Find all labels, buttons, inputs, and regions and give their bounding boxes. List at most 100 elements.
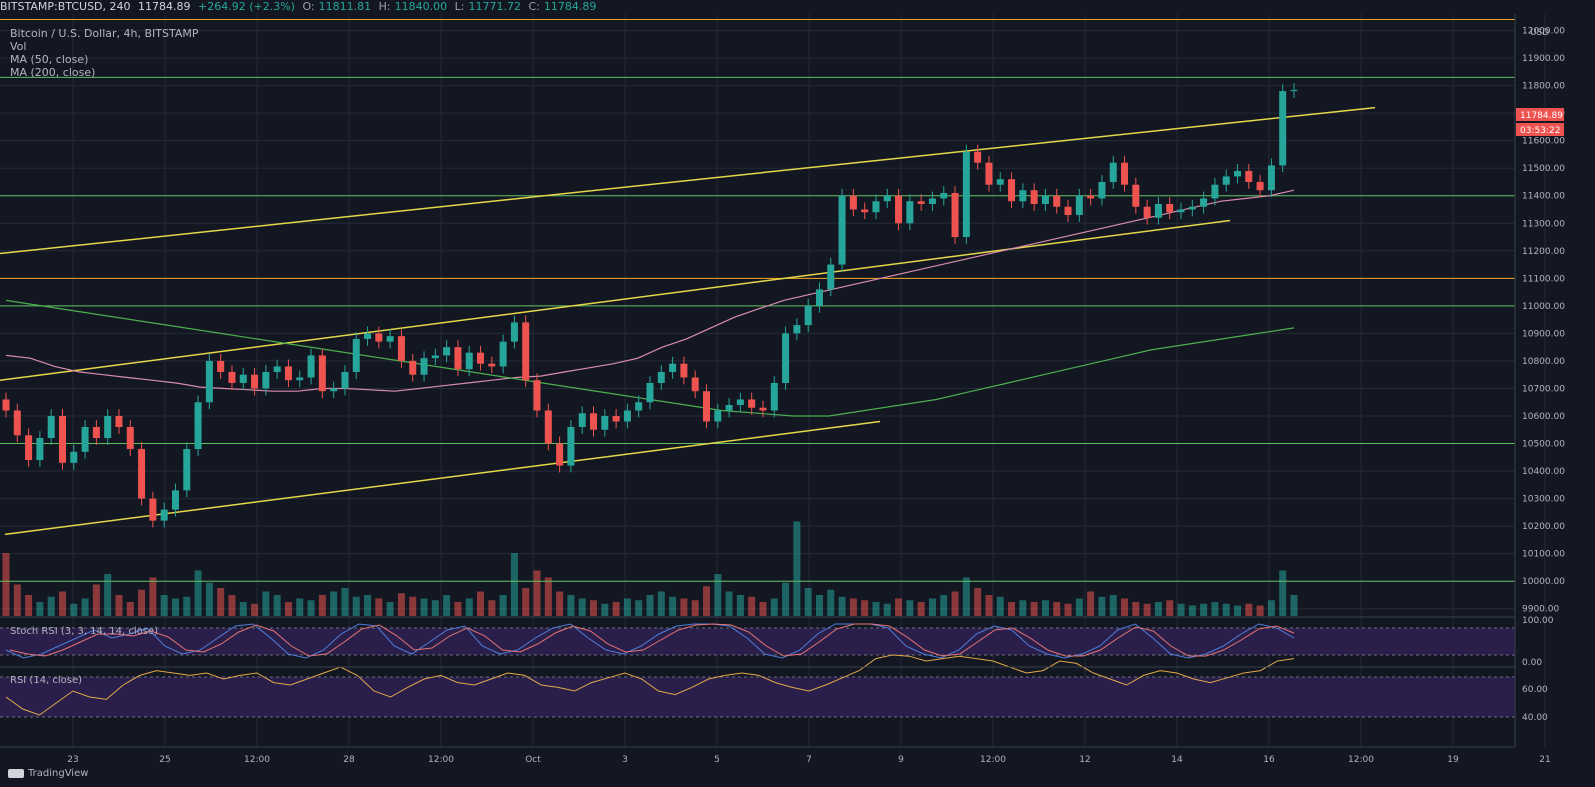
volume-bar xyxy=(1132,602,1140,616)
price-tick-label: 10800.00 xyxy=(1522,357,1565,367)
price-tick-label: 10400.00 xyxy=(1522,467,1565,477)
rsi-tick-label: 40.00 xyxy=(1522,713,1548,723)
volume-bar xyxy=(149,577,157,616)
candle-body xyxy=(544,410,552,444)
candle-body xyxy=(962,151,970,238)
stoch-rsi-title[interactable]: Stoch RSI (3, 3, 14, 14, close) xyxy=(10,626,158,637)
candle-body xyxy=(736,399,744,405)
candle-body xyxy=(1234,170,1242,177)
volume-bar xyxy=(70,603,78,616)
volume-bar xyxy=(748,596,756,616)
candle-body xyxy=(318,355,326,392)
chart-legend: Bitcoin / U.S. Dollar, 4h, BITSTAMP Vol … xyxy=(10,27,198,79)
legend-ma50[interactable]: MA (50, close) xyxy=(10,53,89,66)
candle-body xyxy=(590,413,598,430)
candle-body xyxy=(770,382,778,411)
candle-body xyxy=(1166,203,1174,213)
volume-bar xyxy=(138,589,146,616)
axes: 12000.0011900.0011800.0011700.0011600.00… xyxy=(0,14,1565,765)
volume-bar xyxy=(578,598,586,616)
time-tick-label: 23 xyxy=(67,755,78,765)
volume-bar xyxy=(702,586,710,616)
candle-body xyxy=(928,198,936,204)
legend-vol[interactable]: Vol xyxy=(10,40,27,53)
rsi-title[interactable]: RSI (14, close) xyxy=(10,675,83,686)
volume-bar xyxy=(1211,602,1219,616)
candle-body xyxy=(567,427,575,466)
price-tick-label: 9900.00 xyxy=(1522,605,1559,615)
price-tick-label: 10300.00 xyxy=(1522,495,1565,505)
low-value: 11771.72 xyxy=(468,0,521,13)
price-tick-label: 10700.00 xyxy=(1522,384,1565,394)
candle-body xyxy=(1267,165,1275,191)
volume-bar xyxy=(646,595,654,616)
volume-bar xyxy=(126,602,134,616)
branding-text: TradingView xyxy=(28,768,89,779)
price-tick-label: 11800.00 xyxy=(1522,82,1565,92)
candle-body xyxy=(409,360,417,375)
time-tick-label: 12:00 xyxy=(980,755,1006,765)
candle-body xyxy=(1030,190,1038,204)
volume-bar xyxy=(36,602,44,616)
legend-ma200[interactable]: MA (200, close) xyxy=(10,66,96,79)
time-tick-label: 12:00 xyxy=(1348,755,1374,765)
time-tick-label: 3 xyxy=(622,755,628,765)
volume-bar xyxy=(171,598,179,616)
candle-body xyxy=(691,377,699,392)
rsi-line xyxy=(5,654,1295,716)
candle-body xyxy=(341,371,349,389)
candle-body xyxy=(657,371,665,383)
volume-bar xyxy=(996,596,1004,616)
candle-body xyxy=(115,416,123,428)
volume-bar xyxy=(657,591,665,616)
volume-bar xyxy=(465,598,473,616)
candle-body xyxy=(815,289,823,306)
volume-bar xyxy=(522,588,530,616)
candle-body xyxy=(1019,190,1027,202)
symbol-label[interactable]: BITSTAMP:BTCUSD, 240 xyxy=(0,0,131,13)
volume-bar xyxy=(669,596,677,616)
volume-bar xyxy=(375,598,383,616)
candle-body xyxy=(917,201,925,204)
candle-body xyxy=(1222,176,1230,185)
candle-body xyxy=(194,402,202,450)
candle-body xyxy=(499,341,507,367)
volume-bar xyxy=(940,595,948,616)
volume-bar xyxy=(533,570,541,616)
volume-bar xyxy=(81,598,89,616)
volume-bar xyxy=(985,595,993,616)
volume-bar xyxy=(25,595,33,616)
volume-bar xyxy=(1098,596,1106,616)
candle-body xyxy=(364,333,372,339)
candle-body xyxy=(895,195,903,224)
candle-body xyxy=(1132,184,1140,207)
candle-body xyxy=(13,410,21,436)
volume-bar xyxy=(590,600,598,616)
candle-body xyxy=(646,382,654,403)
volume-bar xyxy=(273,595,281,616)
volume-bar xyxy=(1008,602,1016,616)
volume-bar xyxy=(13,584,21,616)
candle-body xyxy=(510,322,518,342)
volume-bar xyxy=(217,588,225,616)
candle-body xyxy=(1121,162,1129,185)
volume-bar xyxy=(725,591,733,616)
volume-bar xyxy=(318,595,326,616)
candle-body xyxy=(804,305,812,326)
time-tick-label: 12:00 xyxy=(244,755,270,765)
candle-body xyxy=(827,264,835,290)
close-label: C: xyxy=(528,0,540,13)
candle-body xyxy=(985,162,993,185)
volume-bar xyxy=(759,602,767,616)
price-tick-label: 11000.00 xyxy=(1522,302,1565,312)
volume-bar xyxy=(183,596,191,616)
candle-body xyxy=(1064,206,1072,215)
candle-body xyxy=(330,388,338,392)
candle-body xyxy=(1053,195,1061,207)
stoch-k-line xyxy=(5,623,1295,659)
volume-bar xyxy=(1143,603,1151,616)
close-value: 11784.89 xyxy=(543,0,597,13)
candle-body xyxy=(183,449,191,491)
volume-bar xyxy=(1041,600,1049,616)
